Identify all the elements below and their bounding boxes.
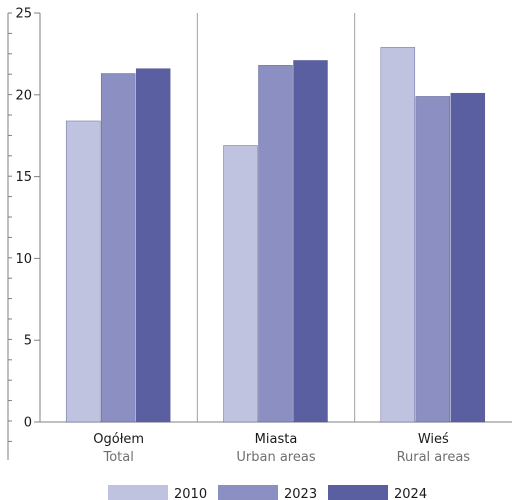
legend-label-2024: 2024 — [394, 487, 427, 500]
legend-swatch-2023 — [218, 485, 278, 500]
category-label: Wieś — [418, 432, 449, 447]
bar-2024-0 — [135, 68, 171, 423]
category-labels: Ogółem Total Miasta Urban areas Wieś Rural ar… — [93, 432, 470, 465]
bar-2010-0 — [65, 120, 101, 423]
bar-2010-2 — [380, 47, 416, 423]
legend-label-2023: 2023 — [284, 487, 317, 500]
legend-swatch-2010 — [108, 485, 168, 500]
y-tick-label: 20 — [15, 88, 32, 103]
y-tick-label: 25 — [15, 7, 32, 22]
y-tick-label: 10 — [15, 252, 32, 267]
bar-2023-0 — [100, 73, 136, 423]
bar-2024-1 — [293, 60, 328, 423]
category-sublabel: Urban areas — [236, 450, 315, 465]
category-sublabel: Rural areas — [397, 450, 471, 465]
bars-layer — [65, 47, 486, 423]
y-tick-label: 5 — [24, 334, 32, 349]
legend-label-2010: 2010 — [174, 487, 207, 500]
category-sublabel: Total — [102, 450, 133, 465]
bar-2023-2 — [415, 96, 451, 423]
bar-2023-1 — [258, 65, 293, 423]
legend-swatch-2024 — [328, 485, 388, 500]
legend: 2010 2023 2024 — [108, 485, 427, 500]
bar-2024-2 — [450, 92, 486, 423]
category-label: Miasta — [255, 432, 298, 447]
category-label: Ogółem — [93, 432, 144, 447]
bar-2010-1 — [223, 145, 258, 423]
y-tick-label: 15 — [15, 170, 32, 185]
y-tick-label: 0 — [24, 416, 32, 431]
